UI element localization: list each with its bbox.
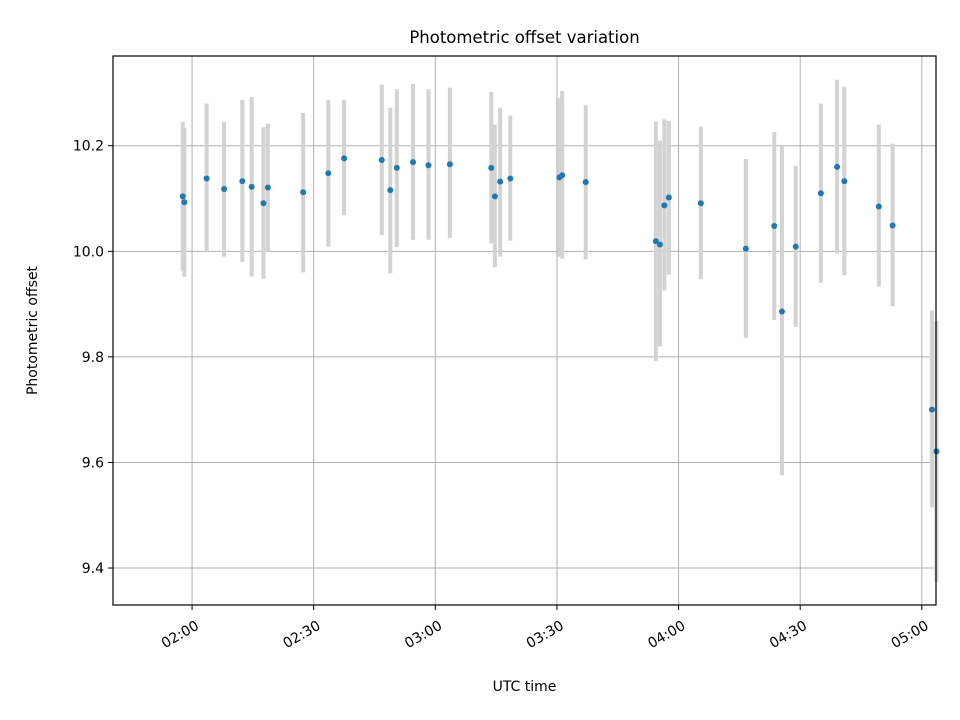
data-point-8 xyxy=(300,189,307,196)
data-point-15 xyxy=(425,162,432,169)
data-point-24 xyxy=(652,238,659,245)
data-point-11 xyxy=(378,156,385,163)
data-point-19 xyxy=(497,178,504,185)
data-point-1 xyxy=(181,199,188,206)
data-point-9 xyxy=(325,170,332,177)
y-tick-label-3: 10.0 xyxy=(73,244,104,260)
data-point-13 xyxy=(393,164,400,171)
data-point-0 xyxy=(179,193,186,200)
y-axis-ticks: 9.4 9.6 9.8 10.0 10.2 xyxy=(73,139,113,577)
data-point-27 xyxy=(665,194,672,201)
data-point-14 xyxy=(410,159,417,166)
data-point-12 xyxy=(387,187,394,194)
data-point-36 xyxy=(875,203,882,210)
y-tick-label-2: 9.8 xyxy=(82,350,104,366)
data-point-6 xyxy=(260,200,267,207)
y-axis-label: Photometric offset xyxy=(25,265,41,395)
plot-area xyxy=(113,56,936,605)
data-point-20 xyxy=(507,175,514,182)
data-point-2 xyxy=(203,175,210,182)
plot-frame xyxy=(112,55,937,606)
chart-title: Photometric offset variation xyxy=(409,28,639,47)
data-point-18 xyxy=(491,193,498,200)
y-tick-label-4: 10.2 xyxy=(73,139,104,155)
data-point-25 xyxy=(656,241,663,248)
data-point-34 xyxy=(834,163,841,170)
data-point-30 xyxy=(771,222,778,229)
data-point-38 xyxy=(928,406,935,413)
data-point-31 xyxy=(778,308,785,315)
y-tick-label-0: 9.4 xyxy=(82,561,104,577)
data-point-5 xyxy=(248,183,255,190)
data-point-7 xyxy=(264,184,271,191)
data-point-35 xyxy=(841,178,848,185)
data-point-26 xyxy=(661,202,668,209)
data-point-3 xyxy=(221,186,228,193)
data-point-29 xyxy=(742,245,749,252)
data-points xyxy=(179,155,940,455)
data-point-22 xyxy=(559,172,566,179)
grid xyxy=(113,56,936,605)
data-point-33 xyxy=(817,190,824,197)
data-point-32 xyxy=(792,243,799,250)
data-point-16 xyxy=(446,161,453,168)
data-point-23 xyxy=(582,179,589,186)
data-point-10 xyxy=(341,155,348,162)
x-axis-label: UTC time xyxy=(493,679,557,695)
data-point-17 xyxy=(488,164,495,171)
data-point-4 xyxy=(239,178,246,185)
data-point-37 xyxy=(889,222,896,229)
y-tick-label-1: 9.6 xyxy=(82,455,104,471)
data-point-28 xyxy=(697,200,704,207)
